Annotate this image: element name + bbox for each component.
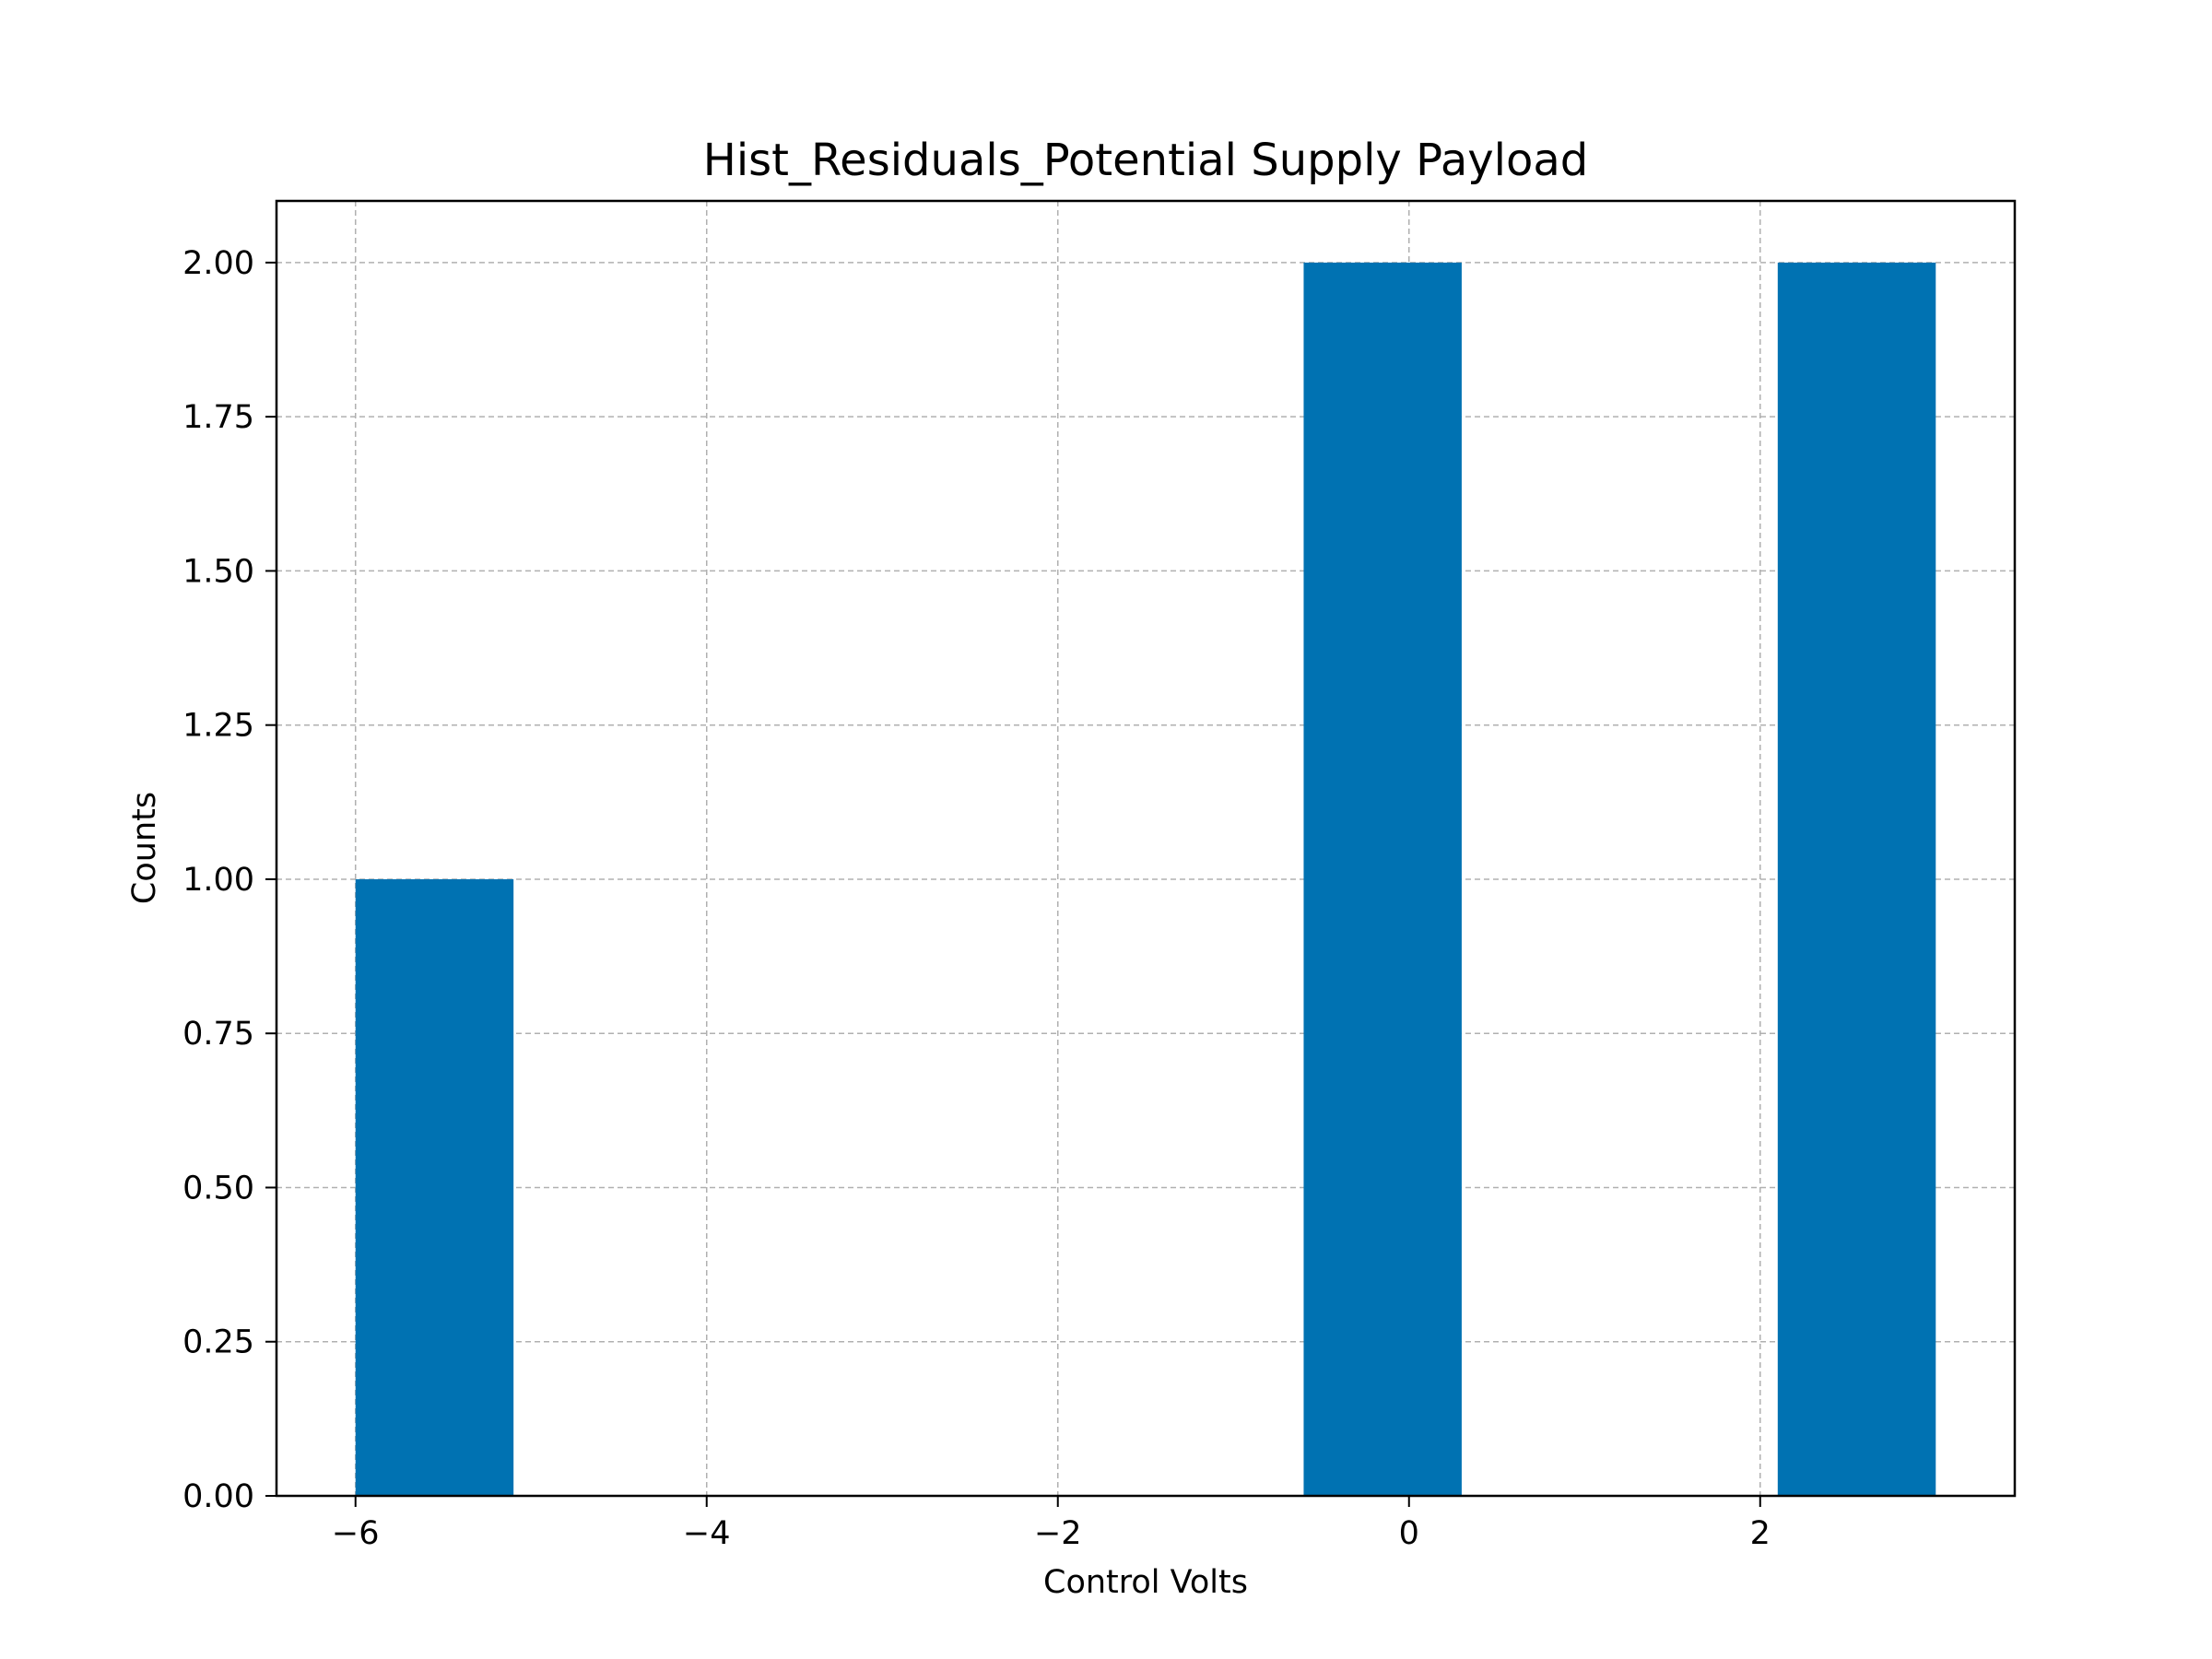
- y-tick-label: 0.00: [182, 1478, 254, 1515]
- y-tick-label: 1.00: [182, 862, 254, 899]
- y-tick-label: 1.25: [182, 708, 254, 745]
- y-tick-label: 1.75: [182, 399, 254, 436]
- y-axis-label: Counts: [126, 792, 163, 904]
- grid-lines: [276, 201, 2015, 1497]
- y-tick-label: 0.75: [182, 1016, 254, 1053]
- plot-frame: [275, 199, 2017, 1498]
- x-tick-label: 2: [1750, 1515, 1771, 1552]
- y-tick-label: 0.25: [182, 1324, 254, 1361]
- x-axis-ticks: −6 −4 −2 0 2: [332, 1496, 1771, 1552]
- x-tick-label: −2: [1034, 1515, 1082, 1552]
- histogram-bar: [1303, 262, 1462, 1496]
- y-axis-ticks: 0.00 0.25 0.50 0.75 1.00 1.25 1.50 1.75 2.00: [182, 245, 276, 1515]
- y-tick-label: 0.50: [182, 1170, 254, 1206]
- y-tick-label: 2.00: [182, 245, 254, 282]
- x-tick-label: −4: [683, 1515, 731, 1552]
- histogram-bars: [355, 262, 1936, 1496]
- chart-title: Hist_Residuals_Potential Supply Payload: [703, 135, 1589, 186]
- y-tick-label: 1.50: [182, 553, 254, 590]
- x-tick-label: −6: [332, 1515, 380, 1552]
- x-axis-label: Control Volts: [1043, 1564, 1248, 1601]
- histogram-bar: [1777, 262, 1936, 1496]
- x-tick-label: 0: [1399, 1515, 1419, 1552]
- histogram-bar: [355, 878, 514, 1496]
